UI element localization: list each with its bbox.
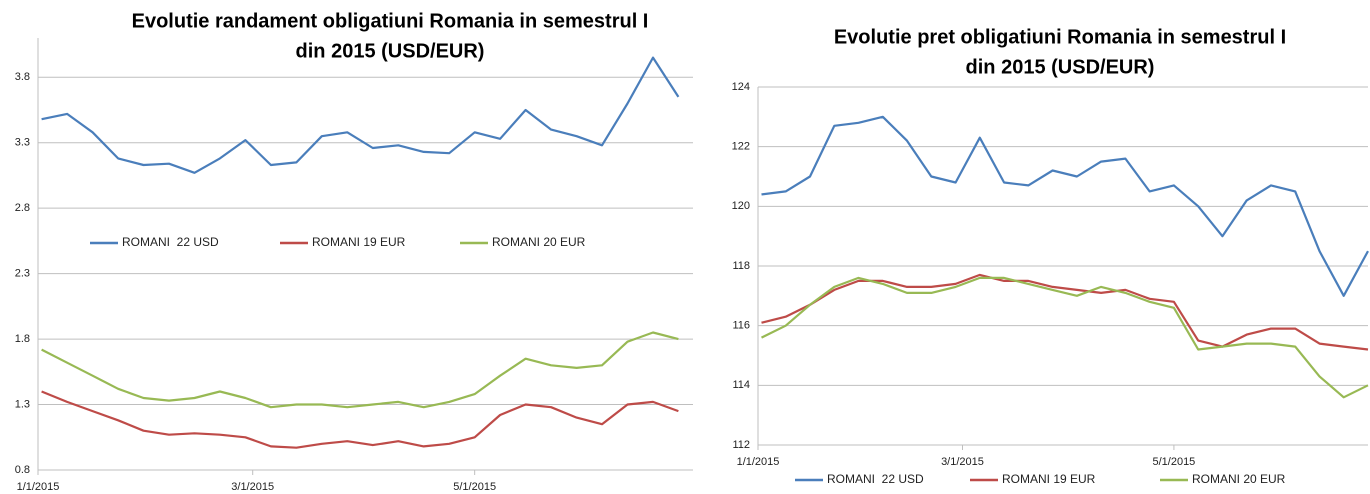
series-line [41,56,680,174]
legend-label: ROMANI 19 EUR [312,235,406,249]
series-line [41,390,679,449]
chart-title: Evolutie randament obligatiuni Romania i… [132,10,649,32]
x-tick-label: 1/1/2015 [737,456,780,468]
legend-label: ROMANI 22 USD [827,472,924,486]
yield-chart: Evolutie randament obligatiuni Romania i… [15,10,693,493]
y-tick-label: 3.8 [15,71,30,83]
y-tick-label: 124 [732,81,750,93]
x-tick-label: 3/1/2015 [941,456,984,468]
legend-label: ROMANI 19 EUR [1002,472,1096,486]
chart-title: din 2015 (USD/EUR) [296,40,485,62]
chart-title: Evolutie pret obligatiuni Romania in sem… [834,26,1286,48]
y-tick-label: 3.3 [15,137,30,149]
y-tick-label: 122 [732,141,750,153]
x-tick-label: 5/1/2015 [453,481,496,493]
y-tick-label: 0.8 [15,464,30,476]
legend-label: ROMANI 20 EUR [492,235,586,249]
y-tick-label: 116 [732,320,750,332]
y-tick-label: 2.3 [15,268,30,280]
x-tick-label: 1/1/2015 [17,481,60,493]
series-line [761,115,1369,297]
x-tick-label: 3/1/2015 [231,481,274,493]
y-tick-label: 1.3 [15,398,30,410]
chart-title: din 2015 (USD/EUR) [966,56,1155,78]
x-tick-label: 5/1/2015 [1152,456,1195,468]
y-tick-label: 112 [732,439,750,451]
legend-label: ROMANI 22 USD [122,235,219,249]
y-tick-label: 2.8 [15,202,30,214]
y-tick-label: 118 [732,260,750,272]
y-tick-label: 114 [732,379,750,391]
series-line [761,276,1369,399]
y-tick-label: 1.8 [15,333,30,345]
price-chart: Evolutie pret obligatiuni Romania in sem… [732,26,1369,486]
legend-label: ROMANI 20 EUR [1192,472,1286,486]
y-tick-label: 120 [732,200,750,212]
series-line [41,331,679,409]
series-line [761,273,1369,351]
